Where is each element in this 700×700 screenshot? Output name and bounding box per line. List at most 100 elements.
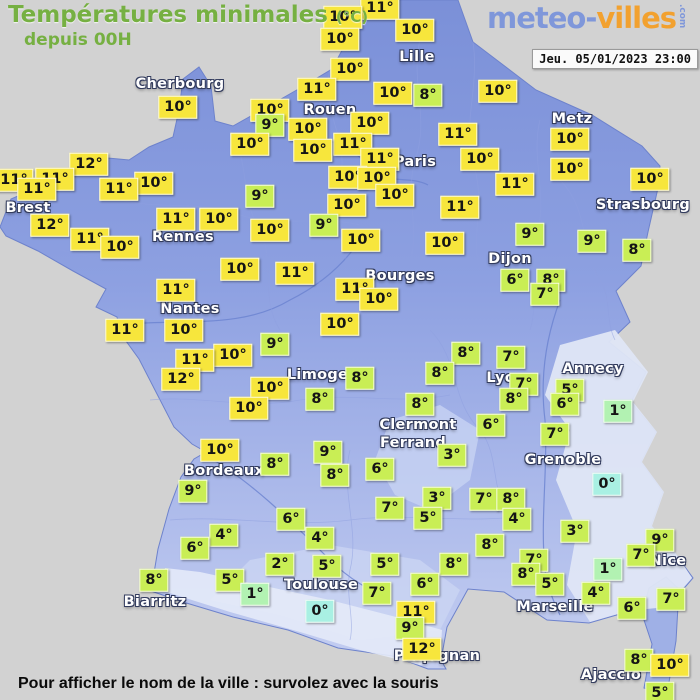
temp-badge[interactable]: 8° [624,648,654,672]
temp-badge[interactable]: 7° [375,496,405,520]
temp-badge[interactable]: 10° [350,111,390,135]
temp-badge[interactable]: 11° [17,177,57,201]
temp-badge[interactable]: 7° [626,543,656,567]
temp-badge[interactable]: 5° [535,572,565,596]
temp-badge[interactable]: 10° [293,138,333,162]
temp-badge[interactable]: 10° [100,235,140,259]
temp-badge[interactable]: 6° [476,413,506,437]
temp-badge[interactable]: 6° [180,536,210,560]
temp-badge[interactable]: 8° [413,83,443,107]
temp-badge[interactable]: 8° [345,366,375,390]
temp-badge[interactable]: 10° [341,228,381,252]
temp-badge[interactable]: 7° [362,581,392,605]
temp-badge[interactable]: 6° [276,507,306,531]
temp-badge[interactable]: 10° [230,132,270,156]
temp-badge[interactable]: 12° [30,213,70,237]
temp-badge[interactable]: 6° [500,268,530,292]
temp-badge[interactable]: 11° [156,278,196,302]
temp-badge[interactable]: 10° [158,95,198,119]
temp-badge[interactable]: 9° [178,479,208,503]
temp-badge[interactable]: 3° [437,443,467,467]
temp-badge[interactable]: 10° [550,127,590,151]
temp-badge[interactable]: 10° [200,438,240,462]
temp-badge[interactable]: 0° [592,472,622,496]
temp-badge[interactable]: 8° [260,452,290,476]
temp-badge[interactable]: 10° [164,318,204,342]
temp-badge[interactable]: 1° [603,399,633,423]
temp-badge[interactable]: 8° [475,533,505,557]
temp-badge[interactable]: 4° [209,523,239,547]
temp-badge[interactable]: 4° [305,526,335,550]
temp-badge[interactable]: 7° [540,422,570,446]
temp-badge[interactable]: 9° [260,332,290,356]
temp-badge[interactable]: 9° [577,229,607,253]
temp-badge[interactable]: 10° [288,117,328,141]
temp-badge[interactable]: 4° [581,581,611,605]
temp-badge[interactable]: 8° [425,361,455,385]
temp-badge[interactable]: 9° [313,440,343,464]
temp-badge[interactable]: 10° [220,257,260,281]
temp-badge[interactable]: 9° [515,222,545,246]
temp-badge[interactable]: 11° [440,195,480,219]
temp-badge[interactable]: 10° [213,343,253,367]
temp-badge[interactable]: 11° [438,122,478,146]
temp-badge[interactable]: 11° [70,227,110,251]
temp-badge[interactable]: 6° [365,457,395,481]
temp-badge[interactable]: 9° [309,213,339,237]
temp-badge[interactable]: 8° [305,387,335,411]
temp-badge[interactable]: 10° [330,57,370,81]
temp-badge[interactable]: 0° [305,599,335,623]
temp-badge[interactable]: 10° [250,376,290,400]
temp-badge[interactable]: 9° [255,113,285,137]
temp-badge[interactable]: 7° [656,587,686,611]
temp-badge[interactable]: 10° [327,193,367,217]
temp-badge[interactable]: 3° [422,486,452,510]
temp-badge[interactable]: 5° [215,568,245,592]
temp-badge[interactable]: 2° [265,552,295,576]
temp-badge[interactable]: 8° [139,568,169,592]
temp-badge[interactable]: 10° [650,653,690,677]
temp-badge[interactable]: 5° [413,506,443,530]
temp-badge[interactable]: 7° [469,487,499,511]
temp-badge[interactable]: 10° [323,5,363,29]
temp-badge[interactable]: 7° [496,345,526,369]
temp-badge[interactable]: 12° [161,367,201,391]
temp-badge[interactable]: 10° [478,79,518,103]
temp-badge[interactable]: 8° [496,487,526,511]
temp-badge[interactable]: 11° [105,318,145,342]
temp-badge[interactable]: 10° [250,218,290,242]
temp-badge[interactable]: 11° [495,172,535,196]
temp-badge[interactable]: 10° [134,171,174,195]
temp-badge[interactable]: 10° [320,27,360,51]
temp-badge[interactable]: 1° [240,582,270,606]
temp-badge[interactable]: 10° [320,312,360,336]
temp-badge[interactable]: 10° [375,183,415,207]
temp-badge[interactable]: 10° [373,81,413,105]
temp-badge[interactable]: 10° [395,18,435,42]
temp-badge[interactable]: 1° [593,557,623,581]
temp-badge[interactable]: 12° [402,637,442,661]
temp-badge[interactable]: 10° [359,287,399,311]
temp-badge[interactable]: 9° [245,184,275,208]
temp-badge[interactable]: 10° [425,231,465,255]
temp-badge[interactable]: 6° [410,572,440,596]
temp-badge[interactable]: 8° [439,552,469,576]
temp-badge[interactable]: 10° [630,167,670,191]
temp-badge[interactable]: 4° [502,507,532,531]
temp-badge[interactable]: 5° [370,552,400,576]
temp-badge[interactable]: 8° [320,463,350,487]
temp-badge[interactable]: 10° [229,396,269,420]
temp-badge[interactable]: 10° [460,147,500,171]
meteo-villes-logo[interactable]: meteo-villes.com [487,1,687,35]
temp-badge[interactable]: 11° [99,177,139,201]
temp-badge[interactable]: 11° [275,261,315,285]
temp-badge[interactable]: 8° [405,392,435,416]
temp-badge[interactable]: 12° [69,152,109,176]
temp-badge[interactable]: 8° [451,341,481,365]
temp-badge[interactable]: 3° [560,519,590,543]
temp-badge[interactable]: 8° [499,387,529,411]
temp-badge[interactable]: 10° [199,207,239,231]
temp-badge[interactable]: 9° [395,616,425,640]
temp-badge[interactable]: 11° [156,207,196,231]
temp-badge[interactable]: 11° [360,0,400,20]
